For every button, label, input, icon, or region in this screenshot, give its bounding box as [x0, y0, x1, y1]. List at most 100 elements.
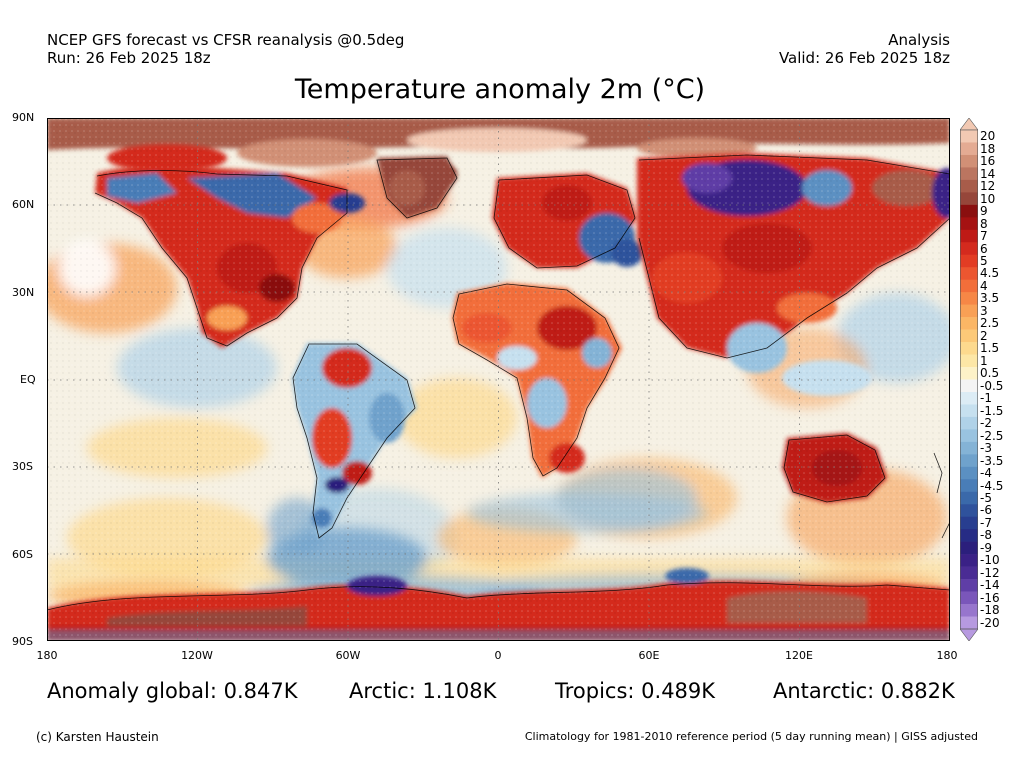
colorbar-segment	[960, 167, 978, 181]
lon-label-60e: 60E	[638, 649, 660, 662]
colorbar-segment	[960, 604, 978, 617]
colorbar-label: -5	[980, 491, 992, 505]
colorbar-label: -9	[980, 540, 992, 555]
colorbar-label: 0.5	[980, 366, 1000, 381]
colorbar-segment	[960, 354, 978, 368]
colorbar-label: -16	[980, 590, 1000, 605]
lat-label-eq: EQ	[20, 373, 36, 386]
colorbar-segment	[960, 217, 978, 231]
colorbar-segment	[960, 192, 978, 206]
graticule	[47, 118, 950, 641]
colorbar-label: 5	[980, 253, 988, 268]
colorbar-label: -10	[980, 553, 1000, 568]
map-border	[47, 118, 950, 641]
analysis-label: Analysis	[888, 31, 950, 49]
colorbar-label: 18	[980, 141, 996, 156]
colorbar-segment	[960, 541, 978, 555]
colorbar-label: 2	[980, 328, 988, 343]
lat-label-30s: 30S	[12, 460, 33, 473]
colorbar-label: -8	[980, 528, 992, 543]
colorbar-segment	[960, 554, 978, 567]
colorbar-bottom-arrow	[960, 628, 978, 641]
colorbar-segment	[960, 342, 978, 355]
map-title: Temperature anomaly 2m (°C)	[294, 74, 706, 105]
colorbar-segment	[960, 391, 978, 405]
colorbar-label: 7	[980, 229, 988, 244]
colorbar-segment	[960, 429, 978, 443]
colorbar-segment	[960, 416, 978, 430]
colorbar-label: 4.5	[980, 266, 1000, 281]
lat-label-60s: 60S	[12, 548, 33, 561]
valid-time: Valid: 26 Feb 2025 18z	[778, 49, 950, 67]
colorbar-label: -20	[980, 615, 1000, 630]
lon-label-180w: 180	[36, 649, 58, 662]
colorbar-segment	[960, 479, 978, 493]
colorbar-label: -14	[980, 578, 1000, 593]
colorbar-label: 10	[980, 191, 996, 206]
colorbar-segment	[960, 504, 978, 518]
run-time: Run: 26 Feb 2025 18z	[47, 49, 211, 67]
lon-label-120e: 120E	[785, 649, 813, 662]
colorbar-segment	[960, 516, 978, 530]
colorbar-segment	[960, 204, 978, 218]
colorbar-label: 16	[980, 154, 996, 169]
colorbar-label: -0.5	[980, 378, 1004, 393]
colorbar-segment	[960, 579, 978, 592]
colorbar-label: 3.5	[980, 291, 1000, 306]
tropics-anomaly-value: Tropics: 0.489K	[555, 679, 716, 703]
colorbar-label: -12	[980, 565, 1000, 580]
colorbar-label: -1.5	[980, 403, 1004, 418]
colorbar-segment	[960, 279, 978, 293]
colorbar-segment	[960, 229, 978, 243]
colorbar-segment	[960, 304, 978, 318]
colorbar-label: 2.5	[980, 316, 1000, 331]
lat-label-90s: 90S	[12, 635, 33, 648]
colorbar-top-arrow	[960, 118, 978, 131]
colorbar-segment	[960, 404, 978, 418]
antarctic-anomaly-value: Antarctic: 0.882K	[773, 679, 955, 703]
colorbar-segment	[960, 154, 978, 168]
colorbar-label: 9	[980, 204, 988, 219]
colorbar-label: -2.5	[980, 428, 1004, 443]
colorbar-label: -6	[980, 503, 992, 518]
colorbar-label: -3.5	[980, 453, 1004, 468]
colorbar-label: 14	[980, 166, 996, 181]
colorbar-segment	[960, 317, 978, 330]
colorbar-segment	[960, 454, 978, 468]
colorbar-border	[960, 129, 978, 630]
coastlines	[47, 154, 950, 611]
colorbar-label: 6	[980, 241, 988, 256]
colorbar-segment	[960, 242, 978, 256]
colorbar-label: -3	[980, 441, 992, 456]
colorbar-label: 3	[980, 303, 988, 318]
colorbar-label: 1.5	[980, 341, 1000, 356]
lon-label-0: 0	[494, 649, 502, 662]
colorbar-segment	[960, 616, 978, 630]
colorbar-label: 1	[980, 353, 988, 368]
colorbar-segment	[960, 566, 978, 580]
colorbar-segment	[960, 491, 978, 505]
colorbar-label: -7	[980, 515, 992, 530]
lat-label-60n: 60N	[12, 198, 35, 211]
colorbar-label: -4	[980, 466, 992, 481]
temperature-anomaly-map	[47, 118, 950, 641]
credit: (c) Karsten Haustein	[36, 730, 159, 744]
lon-label-180e: 180	[936, 649, 958, 662]
lat-label-90n: 90N	[12, 111, 35, 124]
colorbar-label: 20	[980, 129, 996, 144]
colorbar-segment	[960, 329, 978, 343]
colorbar-segment	[960, 130, 978, 143]
colorbar-segment	[960, 254, 978, 268]
colorbar-segment	[960, 441, 978, 455]
colorbar-label: -1	[980, 391, 992, 406]
model-description: NCEP GFS forecast vs CFSR reanalysis @0.…	[47, 31, 405, 49]
colorbar-segment	[960, 142, 978, 156]
lon-label-60w: 60W	[335, 649, 361, 662]
colorbar-segment	[960, 267, 978, 280]
colorbar-label: 4	[980, 278, 988, 293]
colorbar-segment	[960, 367, 978, 380]
colorbar-segment	[960, 379, 978, 393]
colorbar-segment	[960, 292, 978, 305]
colorbar-label: 8	[980, 216, 988, 231]
colorbar-label: -4.5	[980, 478, 1004, 493]
